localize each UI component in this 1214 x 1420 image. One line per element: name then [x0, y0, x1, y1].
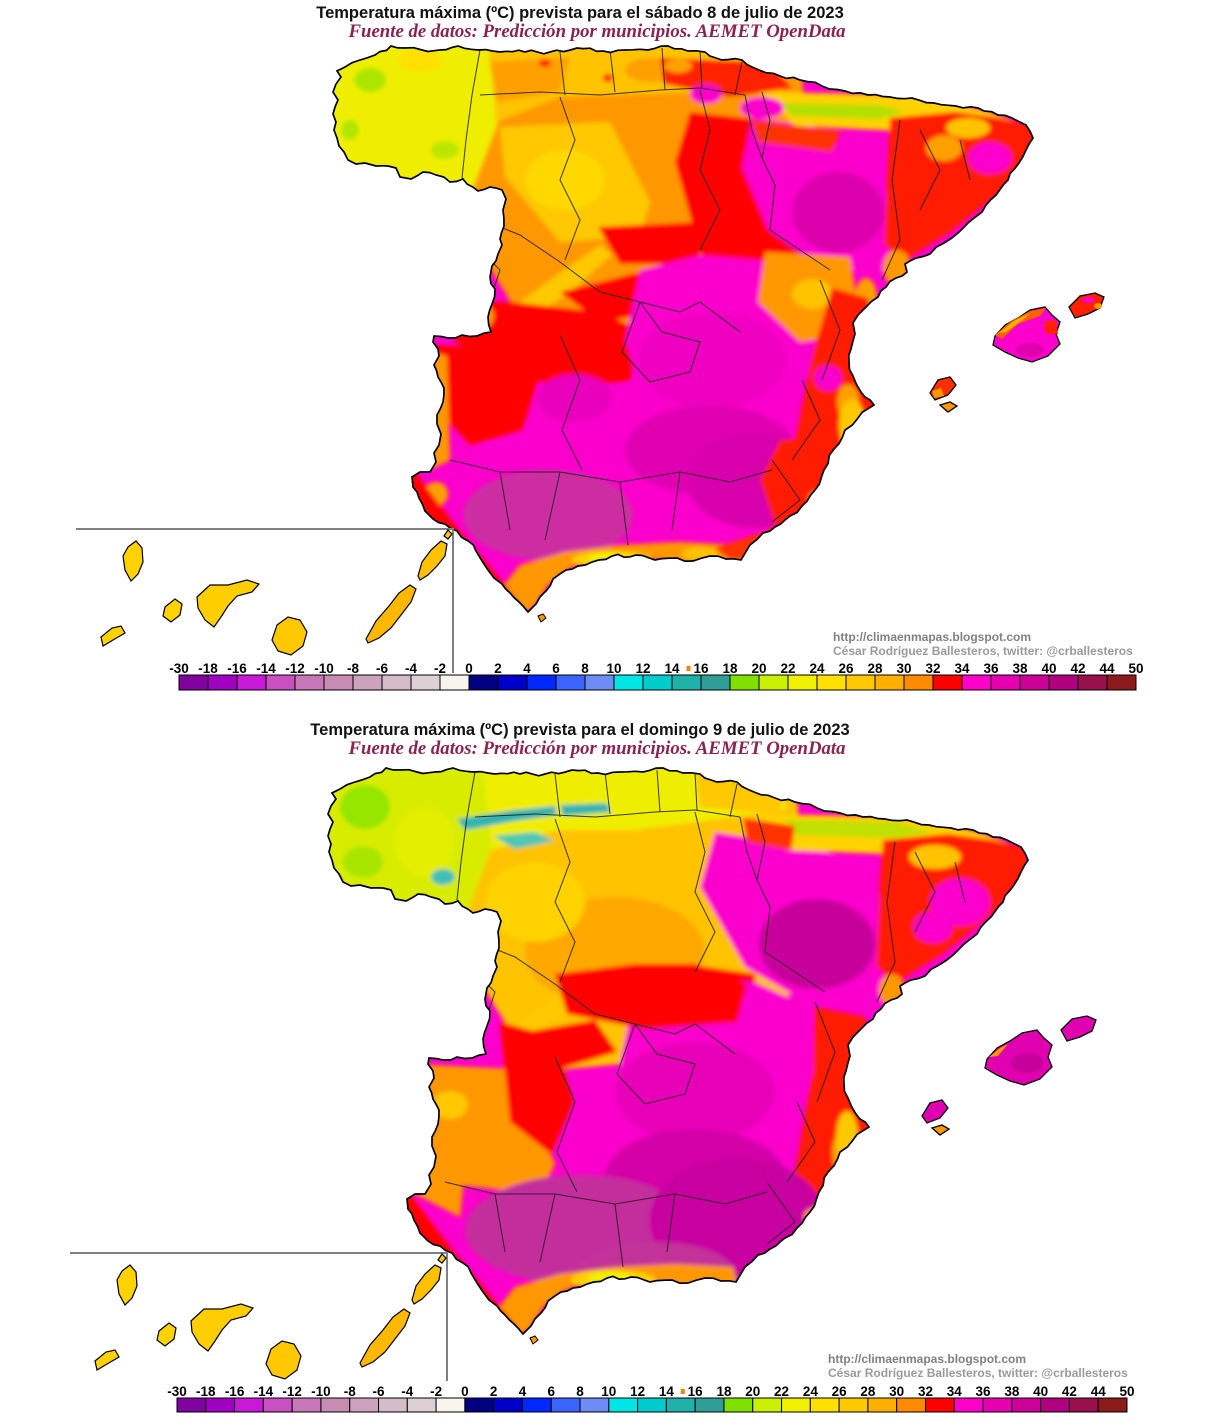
svg-text:36: 36 — [983, 661, 999, 676]
svg-text:34: 34 — [947, 1384, 963, 1399]
svg-text:-6: -6 — [373, 1384, 385, 1399]
svg-text:-14: -14 — [254, 1384, 274, 1399]
svg-text:4: 4 — [519, 1384, 527, 1399]
svg-text:20: 20 — [745, 1384, 760, 1399]
svg-text:22: 22 — [774, 1384, 789, 1399]
svg-text:8: 8 — [576, 1384, 584, 1399]
svg-text:-16: -16 — [225, 1384, 245, 1399]
svg-text:18: 18 — [722, 661, 738, 676]
svg-text:32: 32 — [918, 1384, 933, 1399]
svg-text:12: 12 — [630, 1384, 645, 1399]
svg-text:-12: -12 — [282, 1384, 302, 1399]
svg-text:28: 28 — [867, 661, 883, 676]
svg-text:-14: -14 — [256, 661, 276, 676]
svg-text:10: 10 — [601, 1384, 616, 1399]
svg-text:-10: -10 — [314, 661, 334, 676]
svg-text:10: 10 — [606, 661, 621, 676]
svg-text:-12: -12 — [285, 661, 305, 676]
svg-text:24: 24 — [803, 1384, 819, 1399]
svg-text:30: 30 — [889, 1384, 904, 1399]
svg-text:24: 24 — [809, 661, 825, 676]
svg-text:16: 16 — [688, 1384, 704, 1399]
svg-text:50: 50 — [1119, 1384, 1134, 1399]
svg-text:-2: -2 — [430, 1384, 442, 1399]
svg-text:-30: -30 — [167, 1384, 187, 1399]
svg-text:-16: -16 — [227, 661, 247, 676]
svg-text:4: 4 — [523, 661, 531, 676]
svg-text:-4: -4 — [405, 661, 417, 676]
svg-text:-8: -8 — [347, 661, 359, 676]
svg-text:20: 20 — [751, 661, 766, 676]
svg-text:-18: -18 — [198, 661, 218, 676]
svg-text:14: 14 — [664, 661, 680, 676]
svg-text:6: 6 — [552, 661, 560, 676]
svg-text:36: 36 — [976, 1384, 992, 1399]
svg-text:16: 16 — [693, 661, 709, 676]
svg-text:-18: -18 — [196, 1384, 216, 1399]
svg-text:44: 44 — [1091, 1384, 1107, 1399]
svg-text:-4: -4 — [401, 1384, 413, 1399]
svg-text:8: 8 — [581, 661, 589, 676]
svg-text:42: 42 — [1062, 1384, 1077, 1399]
svg-text:26: 26 — [832, 1384, 848, 1399]
svg-text:-8: -8 — [344, 1384, 356, 1399]
svg-text:26: 26 — [838, 661, 854, 676]
svg-text:32: 32 — [925, 661, 940, 676]
svg-text:50: 50 — [1128, 661, 1143, 676]
svg-text:38: 38 — [1012, 661, 1028, 676]
svg-text:12: 12 — [635, 661, 650, 676]
svg-text:38: 38 — [1004, 1384, 1020, 1399]
svg-text:0: 0 — [461, 1384, 469, 1399]
svg-text:40: 40 — [1041, 661, 1056, 676]
svg-text:2: 2 — [494, 661, 502, 676]
svg-text:42: 42 — [1070, 661, 1085, 676]
svg-text:-6: -6 — [376, 661, 388, 676]
svg-text:18: 18 — [716, 1384, 732, 1399]
svg-text:28: 28 — [860, 1384, 876, 1399]
svg-text:2: 2 — [490, 1384, 498, 1399]
svg-text:14: 14 — [659, 1384, 675, 1399]
svg-text:44: 44 — [1099, 661, 1115, 676]
svg-text:22: 22 — [780, 661, 795, 676]
svg-text:40: 40 — [1033, 1384, 1048, 1399]
svg-text:6: 6 — [547, 1384, 555, 1399]
svg-text:-10: -10 — [311, 1384, 331, 1399]
svg-text:-2: -2 — [434, 661, 446, 676]
svg-text:34: 34 — [954, 661, 970, 676]
svg-text:30: 30 — [896, 661, 911, 676]
svg-text:-30: -30 — [169, 661, 189, 676]
svg-text:0: 0 — [465, 661, 473, 676]
